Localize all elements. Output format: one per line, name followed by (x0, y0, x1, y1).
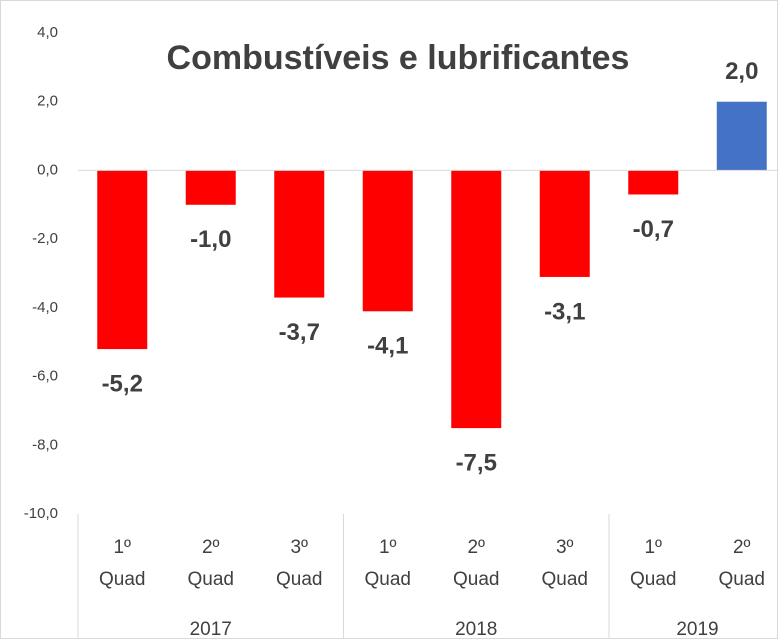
x-tick-label: 2º Quad (719, 537, 765, 590)
x-tick-label: 2º Quad (188, 537, 234, 590)
x-tick-label: 3º Quad (542, 537, 588, 590)
bar (451, 170, 502, 429)
y-tick-label: -10,0 (24, 505, 58, 522)
y-tick-label: -6,0 (32, 368, 58, 385)
bar (362, 170, 413, 312)
x-tick-label: 2º Quad (453, 537, 499, 590)
x-tick-label: 1º Quad (99, 537, 145, 590)
y-tick-label: 2,0 (37, 93, 58, 110)
value-label: -7,5 (456, 449, 497, 476)
chart-title: Combustíveis e lubrificantes (167, 39, 630, 77)
value-label: -4,1 (367, 333, 408, 360)
bar (97, 170, 148, 350)
value-label: -3,1 (544, 298, 585, 325)
value-label: -0,7 (633, 216, 674, 243)
bar (539, 170, 590, 277)
x-tick-label: 1º Quad (630, 537, 676, 590)
value-label: -1,0 (190, 226, 231, 253)
x-tick-label: 3º Quad (276, 537, 322, 590)
value-label: 2,0 (725, 58, 758, 85)
bar (716, 101, 767, 171)
y-tick-label: -8,0 (32, 436, 58, 453)
y-tick-label: -2,0 (32, 230, 58, 247)
y-tick-label: 0,0 (37, 161, 58, 178)
bar (274, 170, 325, 298)
group-label: 2017 (190, 619, 232, 639)
y-tick-label: -4,0 (32, 299, 58, 316)
bar (185, 170, 236, 205)
group-label: 2019 (676, 619, 718, 639)
x-tick-label: 1º Quad (365, 537, 411, 590)
value-label: -3,7 (279, 319, 320, 346)
group-label: 2018 (455, 619, 497, 639)
y-tick-label: 4,0 (37, 24, 58, 41)
value-label: -5,2 (102, 370, 143, 397)
bar (628, 170, 679, 195)
